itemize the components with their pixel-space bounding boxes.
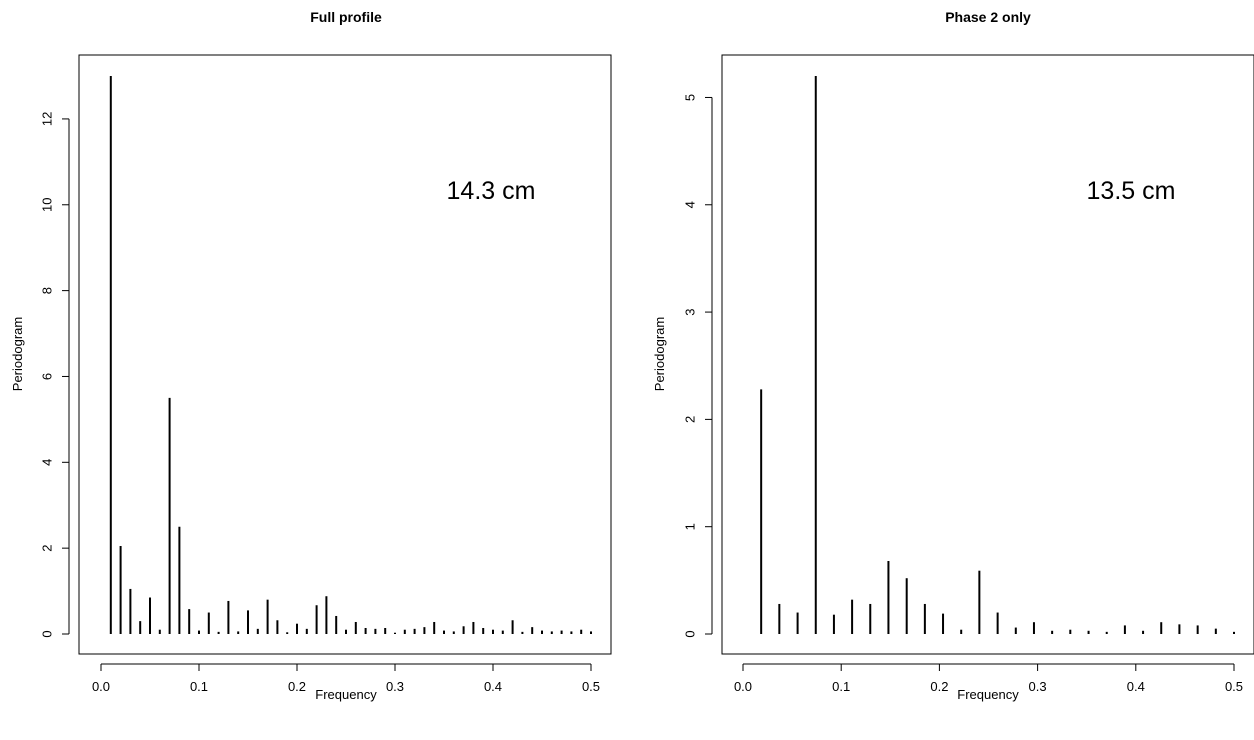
x-axis-label: Frequency	[957, 687, 1019, 702]
axes: 0.0 0.1 0.2 0.3 0.4 0.5 0 2 4 6 8 10 12	[40, 112, 601, 694]
y-axis-label: Periodogram	[652, 317, 667, 391]
x-tick-label: 0.4	[1127, 679, 1145, 694]
y-tick-label: 4	[40, 459, 55, 466]
x-tick-label: 0.2	[288, 679, 306, 694]
chart-title: Full profile	[310, 9, 382, 25]
panel-phase-2-only: Phase 2 only 0.0 0.1 0.2 0.3 0.4 0.5 0 1 2 3 4 5 Fr…	[652, 9, 1254, 702]
x-axis-label: Frequency	[315, 687, 377, 702]
y-tick-label: 6	[40, 373, 55, 380]
x-tick-label: 0.4	[484, 679, 502, 694]
y-tick-label: 2	[40, 545, 55, 552]
x-tick-label: 0.3	[386, 679, 404, 694]
spike-series	[760, 76, 1235, 634]
plot-frame	[721, 54, 1254, 655]
y-tick-label: 0	[40, 630, 55, 637]
x-tick-label: 0.0	[92, 679, 110, 694]
period-annotation: 13.5 cm	[1087, 177, 1176, 205]
x-tick-label: 0.3	[1029, 679, 1047, 694]
y-tick-label: 0	[683, 630, 698, 637]
x-tick-label: 0.5	[1225, 679, 1243, 694]
y-axis-label: Periodogram	[10, 317, 25, 391]
plot-frame	[78, 54, 612, 655]
y-tick-label: 3	[683, 308, 698, 315]
period-annotation: 14.3 cm	[447, 177, 536, 205]
x-tick-label: 0.1	[190, 679, 208, 694]
axes: 0.0 0.1 0.2 0.3 0.4 0.5 0 1 2 3 4 5	[683, 94, 1244, 694]
x-tick-label: 0.1	[832, 679, 850, 694]
panel-full-profile: Full profile 0.0 0.1 0.2 0.3 0.4 0.5 0 2 4 6 8 10 12…	[10, 9, 612, 702]
spike-series	[109, 76, 592, 634]
y-tick-label: 10	[40, 198, 55, 212]
x-tick-label: 0.5	[582, 679, 600, 694]
y-tick-label: 1	[683, 523, 698, 530]
y-tick-label: 4	[683, 201, 698, 208]
chart-title: Phase 2 only	[945, 9, 1031, 25]
x-tick-label: 0.2	[930, 679, 948, 694]
y-tick-label: 2	[683, 416, 698, 423]
x-tick-label: 0.0	[734, 679, 752, 694]
y-tick-label: 8	[40, 287, 55, 294]
y-tick-label: 5	[683, 94, 698, 101]
y-tick-label: 12	[40, 112, 55, 126]
